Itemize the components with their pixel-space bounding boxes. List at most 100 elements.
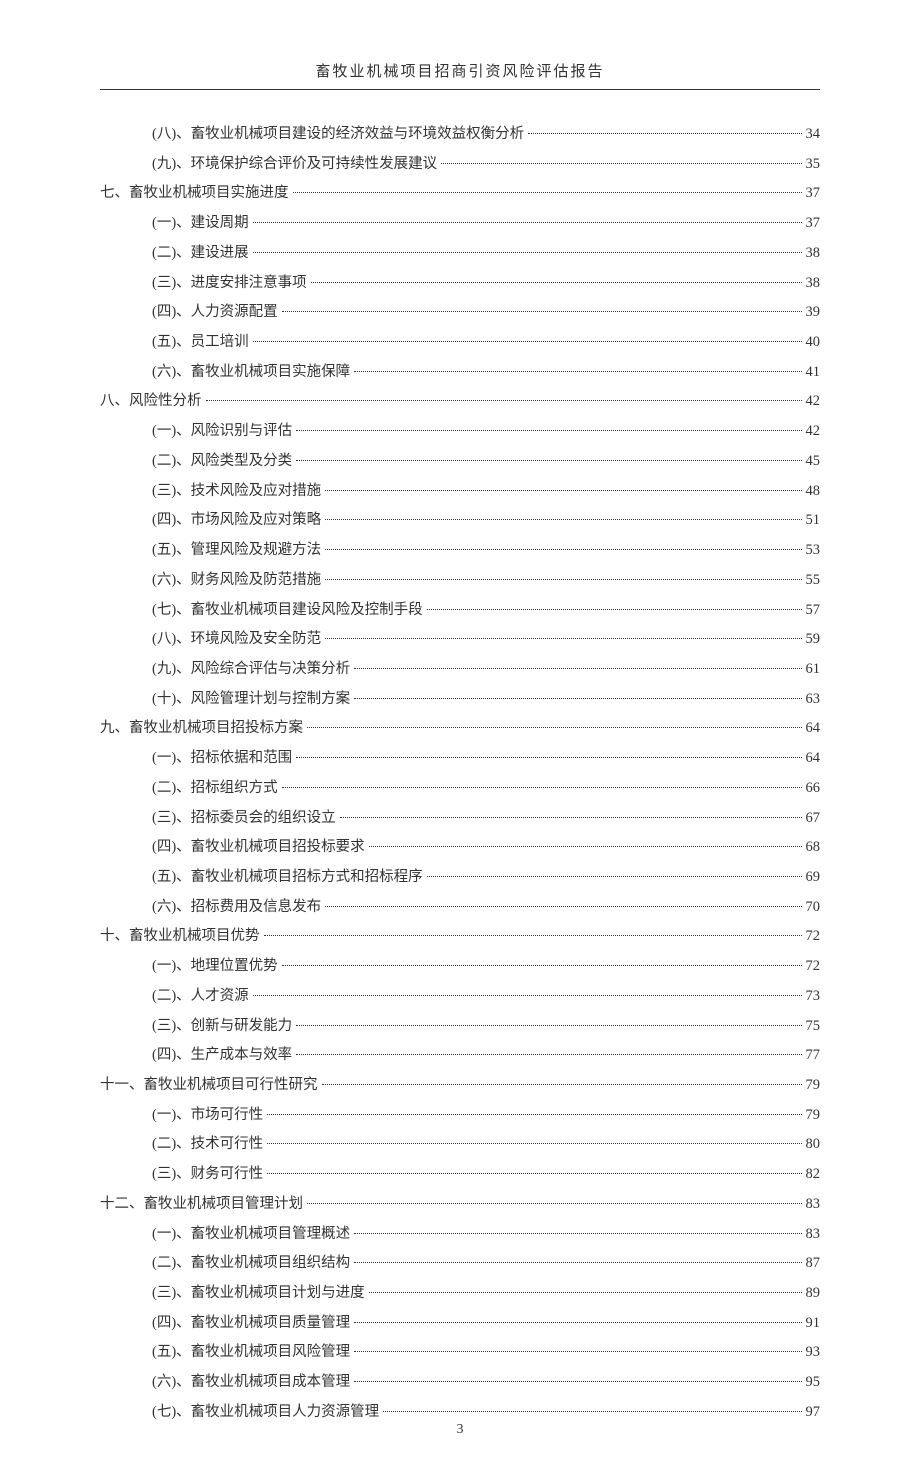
toc-entry: (八)、畜牧业机械项目建设的经济效益与环境效益权衡分析34 [100, 120, 820, 150]
toc-leader-dots [354, 1262, 801, 1263]
toc-entry-page: 83 [806, 1190, 821, 1220]
toc-leader-dots [528, 133, 801, 134]
toc-entry-label: (九)、环境保护综合评价及可持续性发展建议 [152, 150, 437, 180]
toc-leader-dots [325, 519, 801, 520]
toc-entry-label: (四)、人力资源配置 [152, 298, 278, 328]
toc-entry: (五)、员工培训40 [100, 328, 820, 358]
toc-entry: 十二、畜牧业机械项目管理计划83 [100, 1190, 820, 1220]
toc-leader-dots [296, 430, 801, 431]
header-title: 畜牧业机械项目招商引资风险评估报告 [315, 64, 604, 80]
toc-entry: 十、畜牧业机械项目优势72 [100, 922, 820, 952]
toc-leader-dots [293, 192, 802, 193]
toc-leader-dots [354, 1351, 801, 1352]
toc-entry-label: (三)、创新与研发能力 [152, 1012, 292, 1042]
toc-entry-page: 69 [806, 863, 821, 893]
table-of-contents: (八)、畜牧业机械项目建设的经济效益与环境效益权衡分析34(九)、环境保护综合评… [100, 120, 820, 1428]
toc-entry: (九)、环境保护综合评价及可持续性发展建议 35 [100, 150, 820, 180]
toc-entry: 九、畜牧业机械项目招投标方案 64 [100, 714, 820, 744]
toc-entry: (七)、畜牧业机械项目建设风险及控制手段57 [100, 596, 820, 626]
toc-entry: (三)、畜牧业机械项目计划与进度 89 [100, 1279, 820, 1309]
document-page: 畜牧业机械项目招商引资风险评估报告 (八)、畜牧业机械项目建设的经济效益与环境效… [0, 0, 920, 1468]
toc-entry: 八、风险性分析42 [100, 387, 820, 417]
toc-leader-dots [296, 1054, 801, 1055]
toc-leader-dots [253, 222, 802, 223]
toc-entry-page: 51 [806, 506, 821, 536]
toc-entry-page: 66 [806, 774, 821, 804]
toc-entry-page: 64 [806, 744, 821, 774]
toc-entry: (八)、环境风险及安全防范59 [100, 625, 820, 655]
toc-entry-label: (一)、风险识别与评估 [152, 417, 292, 447]
toc-entry: (三)、创新与研发能力75 [100, 1012, 820, 1042]
toc-entry-label: (六)、畜牧业机械项目实施保障 [152, 358, 350, 388]
toc-entry-page: 64 [806, 714, 821, 744]
toc-entry-page: 37 [806, 179, 821, 209]
toc-entry: (六)、招标费用及信息发布70 [100, 893, 820, 923]
toc-leader-dots [296, 757, 801, 758]
toc-entry-label: (二)、建设进展 [152, 239, 249, 269]
toc-entry-page: 63 [806, 685, 821, 715]
toc-entry-label: (三)、财务可行性 [152, 1160, 263, 1190]
toc-entry-label: (三)、招标委员会的组织设立 [152, 804, 336, 834]
toc-entry-label: 七、畜牧业机械项目实施进度 [100, 179, 289, 209]
toc-entry-label: (二)、招标组织方式 [152, 774, 278, 804]
toc-entry-page: 40 [806, 328, 821, 358]
toc-entry-label: (二)、风险类型及分类 [152, 447, 292, 477]
toc-entry: (一)、畜牧业机械项目管理概述 83 [100, 1220, 820, 1250]
toc-entry-label: (七)、畜牧业机械项目建设风险及控制手段 [152, 596, 423, 626]
toc-leader-dots [441, 163, 801, 164]
toc-entry: (六)、畜牧业机械项目成本管理 95 [100, 1368, 820, 1398]
toc-entry-label: (八)、畜牧业机械项目建设的经济效益与环境效益权衡分析 [152, 120, 524, 150]
toc-entry-label: (一)、地理位置优势 [152, 952, 278, 982]
toc-leader-dots [307, 727, 802, 728]
toc-entry-page: 82 [806, 1160, 821, 1190]
toc-entry-page: 55 [806, 566, 821, 596]
toc-leader-dots [325, 579, 801, 580]
toc-entry-page: 89 [806, 1279, 821, 1309]
toc-entry-page: 83 [806, 1220, 821, 1250]
toc-entry: (一)、市场可行性79 [100, 1101, 820, 1131]
toc-entry-label: (六)、财务风险及防范措施 [152, 566, 321, 596]
toc-entry-label: (六)、畜牧业机械项目成本管理 [152, 1368, 350, 1398]
toc-entry-label: (三)、技术风险及应对措施 [152, 477, 321, 507]
toc-entry-label: (四)、市场风险及应对策略 [152, 506, 321, 536]
toc-leader-dots [427, 876, 802, 877]
toc-entry-label: 十、畜牧业机械项目优势 [100, 922, 260, 952]
toc-leader-dots [340, 817, 802, 818]
toc-entry-label: (五)、管理风险及规避方法 [152, 536, 321, 566]
toc-entry: (二)、风险类型及分类45 [100, 447, 820, 477]
toc-entry-label: (一)、畜牧业机械项目管理概述 [152, 1220, 350, 1250]
toc-entry: (一)、风险识别与评估42 [100, 417, 820, 447]
toc-entry-page: 70 [806, 893, 821, 923]
toc-entry-page: 95 [806, 1368, 821, 1398]
toc-entry-label: (七)、畜牧业机械项目人力资源管理 [152, 1398, 379, 1428]
toc-entry-page: 97 [806, 1398, 821, 1428]
toc-entry: (五)、畜牧业机械项目风险管理 93 [100, 1338, 820, 1368]
page-number: 3 [457, 1422, 464, 1438]
toc-leader-dots [369, 1292, 802, 1293]
toc-entry-page: 80 [806, 1130, 821, 1160]
toc-entry-page: 77 [806, 1041, 821, 1071]
toc-leader-dots [354, 1381, 801, 1382]
toc-entry-label: (九)、风险综合评估与决策分析 [152, 655, 350, 685]
toc-leader-dots [282, 787, 802, 788]
toc-leader-dots [354, 698, 801, 699]
toc-leader-dots [383, 1411, 801, 1412]
toc-entry: (六)、畜牧业机械项目实施保障41 [100, 358, 820, 388]
toc-entry-label: 九、畜牧业机械项目招投标方案 [100, 714, 303, 744]
toc-entry-page: 93 [806, 1338, 821, 1368]
toc-leader-dots [282, 965, 802, 966]
toc-entry-page: 35 [806, 150, 821, 180]
toc-entry: (一)、地理位置优势72 [100, 952, 820, 982]
toc-entry: (三)、招标委员会的组织设立67 [100, 804, 820, 834]
toc-entry-label: (三)、进度安排注意事项 [152, 269, 307, 299]
toc-entry-page: 48 [806, 477, 821, 507]
toc-entry: (一)、建设周期37 [100, 209, 820, 239]
toc-entry-page: 73 [806, 982, 821, 1012]
toc-leader-dots [206, 400, 802, 401]
toc-entry: (四)、人力资源配置39 [100, 298, 820, 328]
toc-entry-page: 91 [806, 1309, 821, 1339]
toc-leader-dots [296, 460, 801, 461]
toc-entry-page: 87 [806, 1249, 821, 1279]
toc-entry-label: (五)、畜牧业机械项目风险管理 [152, 1338, 350, 1368]
toc-entry-label: (三)、畜牧业机械项目计划与进度 [152, 1279, 365, 1309]
